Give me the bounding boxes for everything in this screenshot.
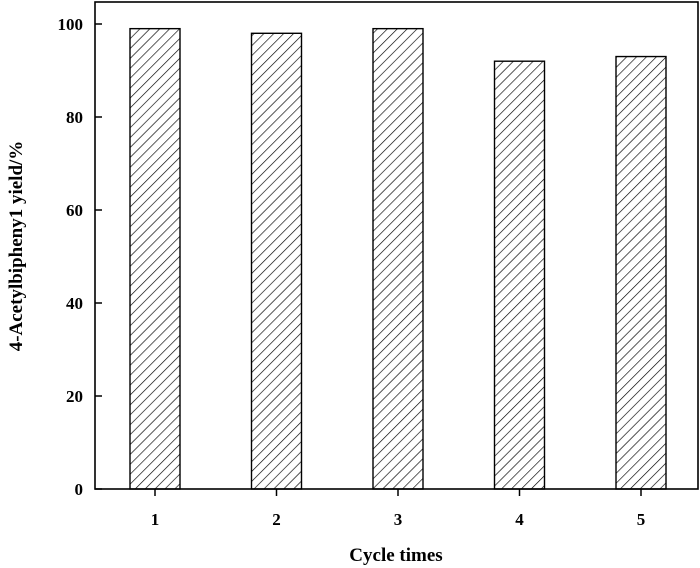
bars-group bbox=[129, 27, 667, 490]
x-tick-label: 5 bbox=[637, 510, 646, 529]
y-tick-label: 80 bbox=[66, 108, 83, 127]
y-tick-label: 60 bbox=[66, 201, 83, 220]
x-axis-title: Cycle times bbox=[349, 545, 442, 566]
y-tick-label: 100 bbox=[58, 15, 84, 34]
plot-frame bbox=[94, 1, 699, 490]
x-tick-label: 4 bbox=[515, 510, 524, 529]
y-tick-label: 0 bbox=[75, 480, 84, 499]
bar-cycle-2 bbox=[250, 32, 303, 490]
bar-cycle-5 bbox=[615, 55, 667, 490]
bar-cycle-1 bbox=[129, 27, 181, 490]
x-tick-label: 3 bbox=[394, 510, 403, 529]
y-tick-label: 40 bbox=[66, 294, 83, 313]
x-tick-label: 2 bbox=[272, 510, 281, 529]
y-axis-title: 4-Acetylbipheny1 yield/% bbox=[6, 141, 27, 352]
x-tick-label: 1 bbox=[151, 510, 160, 529]
y-axis: 0 20 40 60 80 100 bbox=[58, 15, 102, 499]
y-tick-label: 20 bbox=[66, 387, 83, 406]
bar-cycle-3 bbox=[372, 27, 424, 490]
bar-cycle-4 bbox=[493, 60, 546, 490]
x-axis: 1 2 3 4 5 bbox=[151, 489, 646, 529]
